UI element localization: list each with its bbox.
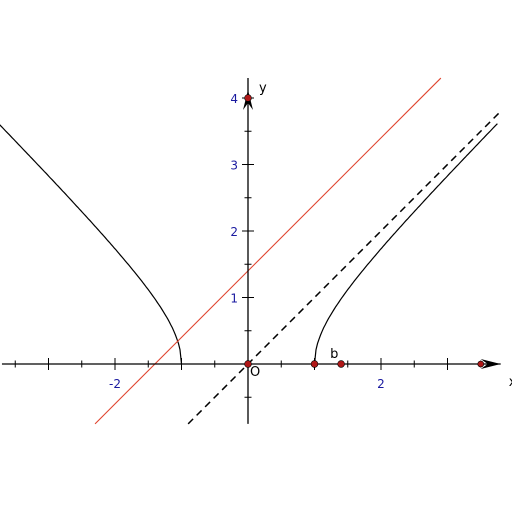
y-axis-top-point[interactable] xyxy=(244,94,252,102)
curves-layer xyxy=(0,77,502,425)
point-b-point[interactable] xyxy=(337,360,345,368)
x-axis-arrow-icon xyxy=(480,359,501,369)
vertex-right-point[interactable] xyxy=(310,360,319,368)
y-tick-label: 1 xyxy=(230,292,238,306)
x-axis-end-point[interactable] xyxy=(477,360,485,368)
y-tick-label: 2 xyxy=(230,225,238,239)
x-tick-label: 2 xyxy=(377,377,385,391)
labels-layer: -2 2 1 2 3 4 x y Ob xyxy=(109,81,512,391)
red-line xyxy=(94,77,442,425)
asymptote-line xyxy=(187,110,502,425)
y-tick-label: 3 xyxy=(230,159,238,173)
point-b-label: b xyxy=(330,347,338,362)
y-tick-label: 4 xyxy=(230,92,238,106)
origin-point[interactable] xyxy=(244,360,252,368)
x-axis-label: x xyxy=(509,375,512,390)
hyperbola-left-branch xyxy=(0,124,183,365)
y-axis-label: y xyxy=(259,81,267,96)
hyperbola-right-branch xyxy=(313,123,498,365)
points-layer xyxy=(244,94,485,368)
x-tick-label: -2 xyxy=(109,377,121,391)
origin-label: O xyxy=(250,365,260,380)
